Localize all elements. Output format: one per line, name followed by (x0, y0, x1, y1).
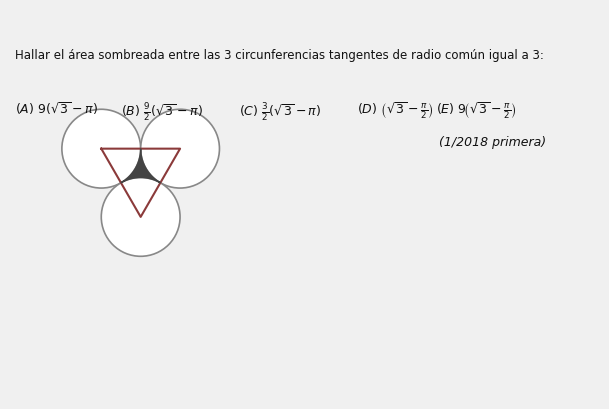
Text: $(E)\ 9\!\left(\sqrt{3}-\frac{\pi}{2}\right)$: $(E)\ 9\!\left(\sqrt{3}-\frac{\pi}{2}\ri… (436, 100, 517, 121)
Text: $(B)\ \frac{9}{2}(\sqrt{3}-\pi)$: $(B)\ \frac{9}{2}(\sqrt{3}-\pi)$ (121, 100, 203, 122)
Circle shape (101, 178, 180, 257)
Circle shape (141, 110, 219, 189)
Circle shape (62, 110, 141, 189)
Polygon shape (121, 149, 160, 183)
Text: $(C)\ \frac{3}{2}(\sqrt{3}-\pi)$: $(C)\ \frac{3}{2}(\sqrt{3}-\pi)$ (239, 100, 322, 122)
Text: (1/2018 primera): (1/2018 primera) (439, 136, 546, 149)
Text: Hallar el área sombreada entre las 3 circunferencias tangentes de radio común ig: Hallar el área sombreada entre las 3 cir… (15, 49, 543, 62)
Text: $(A)\ 9(\sqrt{3}-\pi)$: $(A)\ 9(\sqrt{3}-\pi)$ (15, 100, 97, 117)
Text: $(D)\ \left(\sqrt{3}-\frac{\pi}{2}\right)$: $(D)\ \left(\sqrt{3}-\frac{\pi}{2}\right… (357, 100, 434, 121)
